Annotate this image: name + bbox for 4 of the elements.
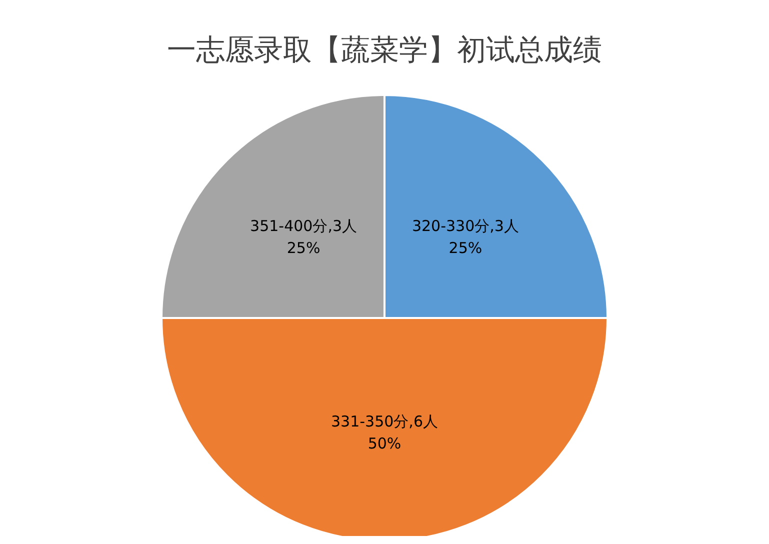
slice-label: 331-350分,6人 50% bbox=[331, 412, 438, 452]
chart-title: 一志愿录取【蔬菜学】初试总成绩 bbox=[167, 32, 602, 66]
slice-label: 320-330分,3人 25% bbox=[412, 217, 519, 258]
slice-label: 351-400分,3人 25% bbox=[250, 217, 358, 258]
